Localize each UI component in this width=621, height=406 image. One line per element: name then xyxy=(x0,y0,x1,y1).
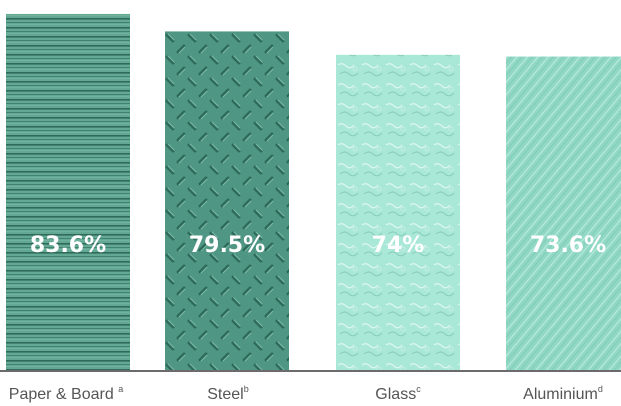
bar-paper-board xyxy=(6,13,130,371)
footnote-mark: a xyxy=(118,384,123,394)
footnote-mark: d xyxy=(598,384,603,394)
value-label-paper-board: 83.6% xyxy=(30,233,106,258)
category-label-glass: Glassc xyxy=(375,384,421,403)
value-label-glass: 74% xyxy=(372,233,425,258)
value-label-steel: 79.5% xyxy=(189,233,265,258)
category-name: Glass xyxy=(375,386,416,403)
category-name: Steel xyxy=(207,386,243,403)
category-name: Paper & Board xyxy=(9,386,118,403)
value-label-aluminium: 73.6% xyxy=(530,233,606,258)
category-name: Aluminium xyxy=(523,386,598,403)
category-label-aluminium: Aluminiumd xyxy=(523,384,603,403)
category-label-steel: Steelb xyxy=(207,384,248,403)
bar-steel xyxy=(165,31,289,371)
bar-aluminium xyxy=(506,56,621,370)
footnote-mark: c xyxy=(416,384,421,394)
category-label-paper-board: Paper & Board a xyxy=(9,384,123,403)
bar-glass xyxy=(336,54,460,371)
footnote-mark: b xyxy=(244,384,249,394)
